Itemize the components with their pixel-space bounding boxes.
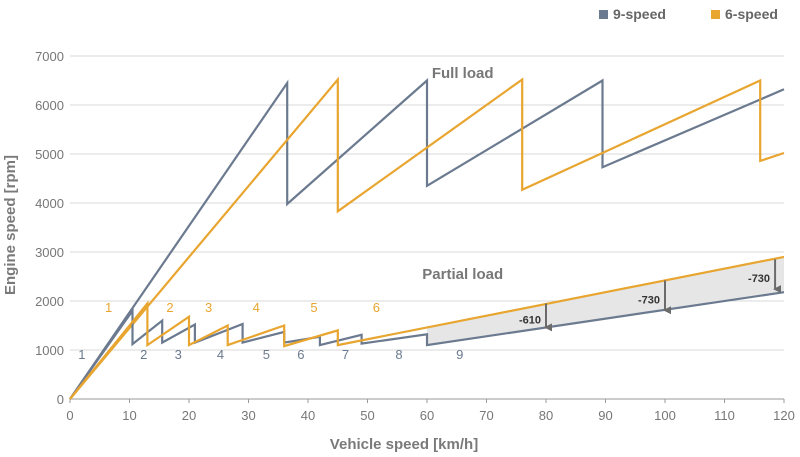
difference-shading	[427, 256, 784, 346]
legend-swatch-6-speed	[711, 10, 720, 19]
series	[69, 76, 785, 400]
y-tick-label: 7000	[35, 49, 64, 64]
gear-label-6-speed: 1	[105, 300, 112, 315]
series-line-9speedspeed-partial-load	[69, 291, 785, 400]
difference-label: -730	[638, 294, 660, 306]
annotation-partial-load: Partial load	[422, 266, 503, 283]
legend-swatch-9-speed	[599, 10, 608, 19]
labels: Full load Partial load 1 2 3 4 5 6 1 2 3 4 5 6 7 8 9	[78, 65, 503, 362]
y-tick-label: 2000	[35, 294, 64, 309]
x-tick-label: 30	[241, 408, 255, 423]
gear-label-9-speed: 1	[78, 347, 85, 362]
x-tick-label: 80	[539, 408, 553, 423]
y-tick-label: 0	[57, 392, 64, 407]
gear-label-9-speed: 9	[456, 347, 463, 362]
difference-label: -730	[748, 273, 770, 285]
legend-label-9-speed: 9-speed	[613, 6, 666, 22]
x-axis-title: Vehicle speed [km/h]	[330, 436, 478, 453]
gear-label-6-speed: 6	[373, 300, 380, 315]
gear-label-9-speed: 6	[297, 347, 304, 362]
gear-label-6-speed: 4	[253, 300, 260, 315]
x-tick-label: 100	[654, 408, 676, 423]
x-tick-label: 0	[66, 408, 73, 423]
gear-label-9-speed: 5	[263, 347, 270, 362]
gear-label-9-speed: 4	[217, 347, 224, 362]
partial-load-difference-area	[427, 256, 784, 346]
legend-item-6-speed: 6-speed	[711, 6, 778, 22]
y-tick-label: 4000	[35, 196, 64, 211]
axes: 0 1000 2000 3000 4000 5000 6000 7000 0 10 20 30 40 50…	[35, 49, 795, 423]
gear-label-9-speed: 8	[395, 347, 402, 362]
legend-label-6-speed: 6-speed	[725, 6, 778, 22]
gear-label-9-speed: 7	[342, 347, 349, 362]
gear-label-6-speed: 2	[166, 300, 173, 315]
x-tick-label: 110	[714, 408, 735, 423]
gear-label-6-speed: 3	[205, 300, 212, 315]
gear-label-6-speed: 5	[310, 300, 317, 315]
x-tick-label: 40	[301, 408, 315, 423]
gear-label-9-speed: 3	[175, 347, 182, 362]
y-tick-label: 5000	[35, 147, 64, 162]
gear-label-9-speed: 2	[140, 347, 147, 362]
x-tick-label: 60	[420, 408, 434, 423]
x-tick-label: 120	[773, 408, 795, 423]
x-tick-label: 20	[182, 408, 196, 423]
y-tick-label: 1000	[35, 343, 64, 358]
y-tick-label: 3000	[35, 245, 64, 260]
x-tick-label: 90	[598, 408, 612, 423]
difference-arrows: -610 -730 -730	[519, 259, 782, 332]
series-line-6speedspeed-full-load	[69, 76, 785, 400]
y-tick-label: 6000	[35, 98, 64, 113]
x-tick-label: 10	[122, 408, 136, 423]
annotation-full-load: Full load	[432, 65, 494, 82]
legend-item-9-speed: 9-speed	[599, 6, 666, 22]
y-axis-title: Engine speed [rpm]	[2, 155, 19, 295]
series-line-6speedspeed-partial-load	[69, 255, 785, 400]
x-tick-label: 70	[479, 408, 493, 423]
x-tick-label: 50	[360, 408, 374, 423]
difference-label: -610	[519, 314, 541, 326]
